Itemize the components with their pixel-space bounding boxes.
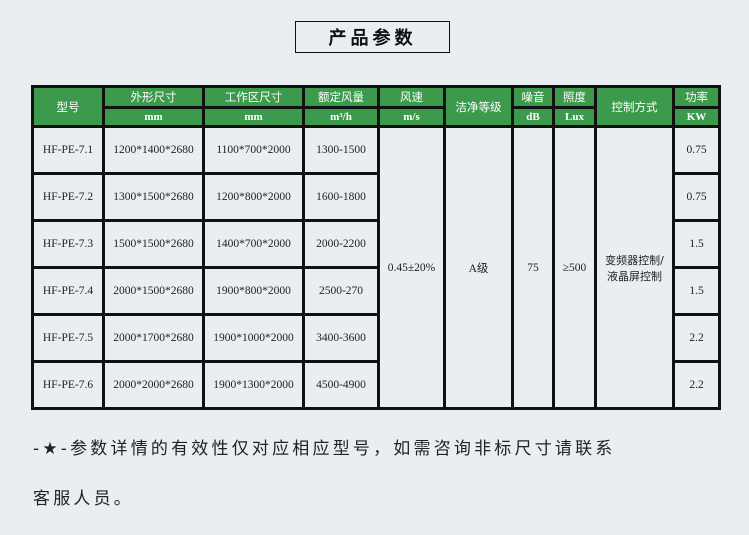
cell-power: 2.2 — [672, 360, 721, 410]
cell-work: 1900*1300*2000 — [202, 360, 305, 410]
unit-power: KW — [672, 106, 721, 128]
unit-noise: dB — [511, 106, 555, 128]
note-line-2: 客服人员。 — [33, 489, 134, 509]
table-row: HF-PE-7.6 2000*2000*2680 1900*1300*2000 450… — [31, 360, 721, 410]
cell-power: 1.5 — [672, 219, 721, 269]
cell-outer: 2000*1700*2680 — [102, 313, 205, 363]
cell-work: 1900*1000*2000 — [202, 313, 305, 363]
cell-model: HF-PE-7.2 — [31, 172, 105, 222]
header-outer: 外形尺寸 — [102, 85, 205, 109]
unit-airflow: m³/h — [302, 106, 380, 128]
cell-airflow: 1600-1800 — [302, 172, 380, 222]
cell-model: HF-PE-7.5 — [31, 313, 105, 363]
cell-airflow: 3400-3600 — [302, 313, 380, 363]
cell-power: 1.5 — [672, 266, 721, 316]
cell-airflow: 1300-1500 — [302, 125, 380, 175]
table-row: HF-PE-7.1 1200*1400*2680 1100*700*2000 1300… — [31, 125, 721, 410]
cell-power: 0.75 — [672, 125, 721, 175]
cell-outer: 1200*1400*2680 — [102, 125, 205, 175]
cell-power: 0.75 — [672, 172, 721, 222]
cell-outer: 1300*1500*2680 — [102, 172, 205, 222]
note-line-1: -★-参数详情的有效性仅对应相应型号，如需咨询非标尺寸请联系 — [33, 439, 616, 459]
header-speed: 风速 — [377, 85, 446, 109]
cell-clean: A级 — [443, 125, 514, 410]
cell-airflow: 4500-4900 — [302, 360, 380, 410]
spec-table: 型号 外形尺寸 工作区尺寸 额定风量 风速 洁净等级 噪音 照度 控制方式 功率… — [31, 85, 721, 410]
table-row: HF-PE-7.2 1300*1500*2680 1200*800*2000 1600… — [31, 172, 721, 222]
cell-model: HF-PE-7.4 — [31, 266, 105, 316]
header-light: 照度 — [552, 85, 597, 109]
unit-speed: m/s — [377, 106, 446, 128]
cell-light: ≥500 — [552, 125, 597, 410]
unit-work: mm — [202, 106, 305, 128]
header-control: 控制方式 — [594, 85, 675, 128]
cell-work: 1900*800*2000 — [202, 266, 305, 316]
header-power: 功率 — [672, 85, 721, 109]
header-clean: 洁净等级 — [443, 85, 514, 128]
cell-outer: 1500*1500*2680 — [102, 219, 205, 269]
table-row: HF-PE-7.3 1500*1500*2680 1400*700*2000 2000… — [31, 219, 721, 269]
cell-model: HF-PE-7.6 — [31, 360, 105, 410]
table-row: HF-PE-7.5 2000*1700*2680 1900*1000*2000 340… — [31, 313, 721, 363]
cell-work: 1100*700*2000 — [202, 125, 305, 175]
header-model: 型号 — [31, 85, 105, 128]
cell-model: HF-PE-7.3 — [31, 219, 105, 269]
cell-noise: 75 — [511, 125, 555, 410]
header-noise: 噪音 — [511, 85, 555, 109]
cell-model: HF-PE-7.1 — [31, 125, 105, 175]
cell-work: 1200*800*2000 — [202, 172, 305, 222]
cell-airflow: 2500-270 — [302, 266, 380, 316]
page-title: 产品参数 — [295, 21, 450, 53]
header-airflow: 额定风量 — [302, 85, 380, 109]
cell-control: 变频器控制/液晶屏控制 — [594, 125, 675, 410]
cell-outer: 2000*1500*2680 — [102, 266, 205, 316]
header-work: 工作区尺寸 — [202, 85, 305, 109]
cell-speed: 0.45±20% — [377, 125, 446, 410]
cell-power: 2.2 — [672, 313, 721, 363]
cell-outer: 2000*2000*2680 — [102, 360, 205, 410]
cell-work: 1400*700*2000 — [202, 219, 305, 269]
unit-light: Lux — [552, 106, 597, 128]
cell-airflow: 2000-2200 — [302, 219, 380, 269]
unit-outer: mm — [102, 106, 205, 128]
table-row: HF-PE-7.4 2000*1500*2680 1900*800*2000 2500… — [31, 266, 721, 316]
